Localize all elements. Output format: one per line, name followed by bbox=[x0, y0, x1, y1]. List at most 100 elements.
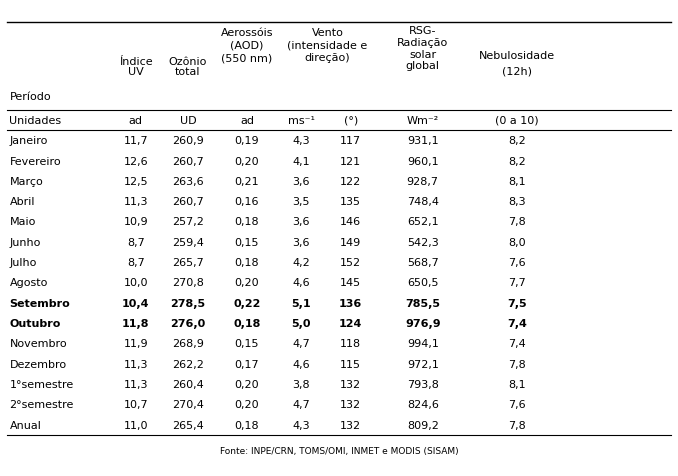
Text: 0,20: 0,20 bbox=[235, 379, 259, 389]
Text: Maio: Maio bbox=[9, 217, 36, 227]
Text: 115: 115 bbox=[340, 359, 361, 369]
Text: 262,2: 262,2 bbox=[172, 359, 204, 369]
Text: Setembro: Setembro bbox=[9, 298, 71, 308]
Text: 121: 121 bbox=[340, 156, 361, 166]
Text: 265,4: 265,4 bbox=[172, 420, 203, 430]
Text: 8,0: 8,0 bbox=[508, 237, 525, 247]
Text: 7,6: 7,6 bbox=[508, 258, 525, 268]
Text: 0,19: 0,19 bbox=[235, 136, 259, 146]
Text: 117: 117 bbox=[340, 136, 361, 146]
Text: (°): (°) bbox=[344, 116, 358, 126]
Text: Nebulosidade: Nebulosidade bbox=[479, 50, 555, 60]
Text: 0,15: 0,15 bbox=[235, 338, 259, 348]
Text: Abril: Abril bbox=[9, 197, 35, 207]
Text: 2°semestre: 2°semestre bbox=[9, 399, 74, 409]
Text: global: global bbox=[405, 61, 440, 71]
Text: 122: 122 bbox=[340, 177, 361, 187]
Text: 11,9: 11,9 bbox=[123, 338, 148, 348]
Text: 11,3: 11,3 bbox=[123, 379, 148, 389]
Text: 931,1: 931,1 bbox=[407, 136, 439, 146]
Text: 11,8: 11,8 bbox=[122, 318, 149, 328]
Text: 972,1: 972,1 bbox=[407, 359, 439, 369]
Text: 0,18: 0,18 bbox=[235, 217, 259, 227]
Text: 118: 118 bbox=[340, 338, 361, 348]
Text: Fonte: INPE/CRN, TOMS/OMI, INMET e MODIS (SISAM): Fonte: INPE/CRN, TOMS/OMI, INMET e MODIS… bbox=[220, 446, 458, 455]
Text: 0,18: 0,18 bbox=[233, 318, 260, 328]
Text: Junho: Junho bbox=[9, 237, 41, 247]
Text: 11,3: 11,3 bbox=[123, 197, 148, 207]
Text: 7,8: 7,8 bbox=[508, 217, 525, 227]
Text: 11,0: 11,0 bbox=[123, 420, 148, 430]
Text: Outubro: Outubro bbox=[9, 318, 61, 328]
Text: UV: UV bbox=[128, 67, 144, 77]
Text: 265,7: 265,7 bbox=[172, 258, 203, 268]
Text: 12,5: 12,5 bbox=[123, 177, 148, 187]
Text: 132: 132 bbox=[340, 379, 361, 389]
Text: 0,18: 0,18 bbox=[235, 258, 259, 268]
Text: (intensidade e: (intensidade e bbox=[287, 40, 367, 50]
Text: 8,1: 8,1 bbox=[508, 177, 525, 187]
Text: 10,9: 10,9 bbox=[123, 217, 148, 227]
Text: UD: UD bbox=[180, 116, 196, 126]
Text: Fevereiro: Fevereiro bbox=[9, 156, 61, 166]
Text: 270,4: 270,4 bbox=[172, 399, 204, 409]
Text: 11,7: 11,7 bbox=[123, 136, 148, 146]
Text: 542,3: 542,3 bbox=[407, 237, 439, 247]
Text: 3,6: 3,6 bbox=[292, 177, 310, 187]
Text: 4,6: 4,6 bbox=[292, 359, 310, 369]
Text: 3,5: 3,5 bbox=[292, 197, 310, 207]
Text: 824,6: 824,6 bbox=[407, 399, 439, 409]
Text: 4,7: 4,7 bbox=[292, 399, 310, 409]
Text: 260,7: 260,7 bbox=[172, 156, 203, 166]
Text: Ozônio: Ozônio bbox=[169, 57, 207, 67]
Text: 0,21: 0,21 bbox=[235, 177, 259, 187]
Text: 7,8: 7,8 bbox=[508, 359, 525, 369]
Text: direção): direção) bbox=[304, 53, 350, 63]
Text: 4,3: 4,3 bbox=[292, 420, 310, 430]
Text: ms⁻¹: ms⁻¹ bbox=[287, 116, 315, 126]
Text: 3,6: 3,6 bbox=[292, 217, 310, 227]
Text: (12h): (12h) bbox=[502, 66, 532, 76]
Text: 5,0: 5,0 bbox=[292, 318, 311, 328]
Text: Janeiro: Janeiro bbox=[9, 136, 48, 146]
Text: Wm⁻²: Wm⁻² bbox=[407, 116, 439, 126]
Text: 960,1: 960,1 bbox=[407, 156, 439, 166]
Text: 132: 132 bbox=[340, 399, 361, 409]
Text: Novembro: Novembro bbox=[9, 338, 67, 348]
Text: 4,1: 4,1 bbox=[292, 156, 310, 166]
Text: 809,2: 809,2 bbox=[407, 420, 439, 430]
Text: Vento: Vento bbox=[311, 28, 343, 38]
Text: total: total bbox=[175, 67, 201, 77]
Text: 994,1: 994,1 bbox=[407, 338, 439, 348]
Text: 8,1: 8,1 bbox=[508, 379, 525, 389]
Text: 260,7: 260,7 bbox=[172, 197, 203, 207]
Text: 12,6: 12,6 bbox=[123, 156, 148, 166]
Text: 260,9: 260,9 bbox=[172, 136, 203, 146]
Text: 8,3: 8,3 bbox=[508, 197, 525, 207]
Text: 10,7: 10,7 bbox=[123, 399, 148, 409]
Text: Julho: Julho bbox=[9, 258, 37, 268]
Text: 7,4: 7,4 bbox=[506, 318, 527, 328]
Text: 4,7: 4,7 bbox=[292, 338, 310, 348]
Text: solar: solar bbox=[409, 50, 436, 60]
Text: 270,8: 270,8 bbox=[172, 278, 204, 288]
Text: (0 a 10): (0 a 10) bbox=[495, 116, 538, 126]
Text: Índice: Índice bbox=[119, 57, 153, 67]
Text: Aerossóis: Aerossóis bbox=[221, 28, 273, 38]
Text: 928,7: 928,7 bbox=[407, 177, 439, 187]
Text: 650,5: 650,5 bbox=[407, 278, 439, 288]
Text: 7,4: 7,4 bbox=[508, 338, 525, 348]
Text: 652,1: 652,1 bbox=[407, 217, 439, 227]
Text: 568,7: 568,7 bbox=[407, 258, 439, 268]
Text: 263,6: 263,6 bbox=[172, 177, 203, 187]
Text: 278,5: 278,5 bbox=[170, 298, 205, 308]
Text: Radiação: Radiação bbox=[397, 38, 448, 48]
Text: 0,20: 0,20 bbox=[235, 399, 259, 409]
Text: 8,7: 8,7 bbox=[127, 258, 144, 268]
Text: 149: 149 bbox=[340, 237, 361, 247]
Text: 5,1: 5,1 bbox=[292, 298, 311, 308]
Text: 0,17: 0,17 bbox=[235, 359, 259, 369]
Text: 3,6: 3,6 bbox=[292, 237, 310, 247]
Text: 136: 136 bbox=[339, 298, 362, 308]
Text: 7,5: 7,5 bbox=[507, 298, 527, 308]
